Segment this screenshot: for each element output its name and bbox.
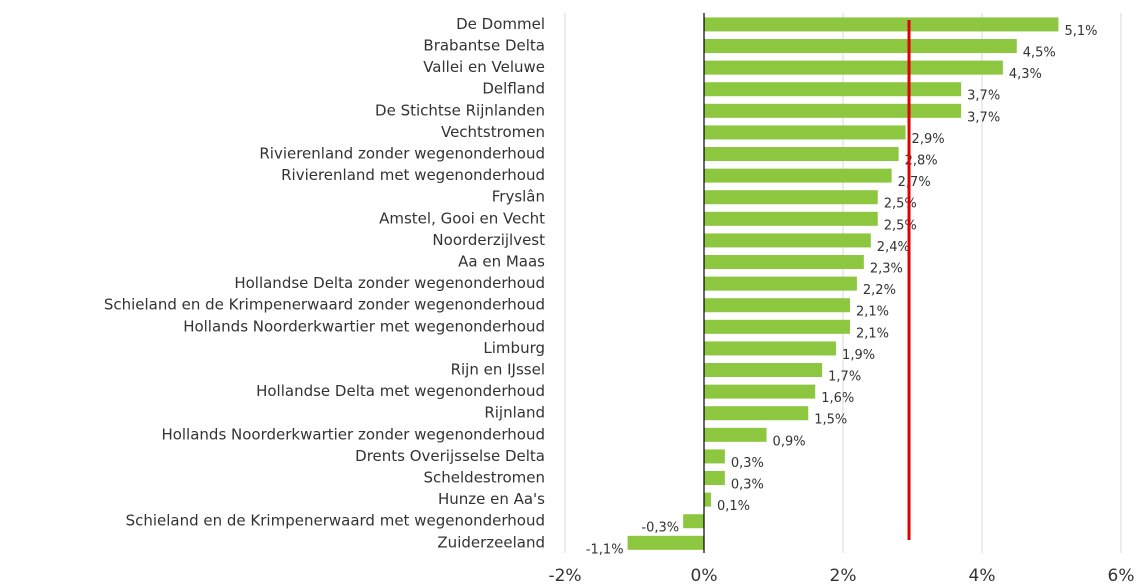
y-tick-label: Rijnland — [484, 404, 545, 422]
y-tick-label: Vallei en Veluwe — [423, 58, 545, 76]
bar — [704, 363, 823, 378]
bar — [704, 492, 711, 507]
bar — [704, 233, 871, 248]
y-tick-label: Hollands Noorderkwartier met wegenonderh… — [183, 317, 545, 335]
y-tick-label: Hunze en Aa's — [438, 490, 545, 508]
value-label: 2,7% — [898, 175, 931, 190]
y-tick-label: Fryslân — [492, 188, 545, 206]
y-tick-label: Hollands Noorderkwartier zonder wegenond… — [161, 425, 545, 443]
value-label: -0,3% — [641, 521, 679, 536]
value-label: 3,7% — [967, 89, 1000, 104]
bar — [704, 125, 906, 140]
y-tick-label: Noorderzijlvest — [432, 231, 545, 249]
value-label: 2,1% — [856, 305, 889, 320]
value-label: 1,7% — [828, 370, 861, 385]
bar — [704, 276, 857, 291]
value-label: 2,9% — [912, 132, 945, 147]
y-tick-label: Hollandse Delta zonder wegenonderhoud — [234, 274, 545, 292]
value-label: 2,4% — [877, 240, 910, 255]
y-tick-label: Limburg — [483, 339, 545, 357]
bar — [704, 406, 809, 421]
x-tick-label: 6% — [1108, 566, 1135, 585]
value-label: 1,9% — [842, 348, 875, 363]
value-label: -1,1% — [586, 542, 624, 557]
value-label: 0,9% — [773, 434, 806, 449]
value-label: 2,5% — [884, 218, 917, 233]
y-tick-label: Drents Overijsselse Delta — [355, 447, 545, 465]
bar — [627, 535, 704, 550]
y-tick-label: Delfland — [482, 80, 545, 98]
bar — [704, 298, 850, 313]
y-tick-label: Rivierenland met wegenonderhoud — [281, 166, 545, 184]
y-tick-label: Hollandse Delta met wegenonderhoud — [256, 382, 545, 400]
y-tick-label: De Dommel — [456, 15, 545, 33]
bar — [704, 60, 1003, 75]
x-tick-label: 4% — [969, 566, 996, 585]
value-label: 4,5% — [1023, 46, 1056, 61]
y-tick-label: Amstel, Gooi en Vecht — [379, 209, 545, 227]
y-tick-label: Schieland en de Krimpenerwaard met wegen… — [126, 512, 545, 530]
y-tick-label: Schieland en de Krimpenerwaard zonder we… — [104, 296, 545, 314]
value-label: 2,5% — [884, 197, 917, 212]
value-label: 2,8% — [905, 154, 938, 169]
bar — [704, 82, 962, 97]
y-tick-label: Aa en Maas — [458, 253, 545, 271]
value-label: 1,6% — [821, 391, 854, 406]
bar — [704, 255, 864, 270]
value-label: 5,1% — [1064, 24, 1097, 39]
y-tick-label: Scheldestromen — [424, 469, 545, 487]
x-tick-label: -2% — [548, 566, 581, 585]
value-label: 2,2% — [863, 283, 896, 298]
bar — [704, 103, 962, 118]
value-label: 0,3% — [731, 456, 764, 471]
y-tick-label: Rijn en IJssel — [451, 361, 545, 379]
value-label: 4,3% — [1009, 67, 1042, 82]
bar — [704, 211, 878, 226]
value-label: 0,3% — [731, 478, 764, 493]
bar — [704, 427, 767, 442]
x-tick-label: 2% — [830, 566, 857, 585]
value-label: 3,7% — [967, 110, 1000, 125]
y-tick-label: Zuiderzeeland — [437, 533, 545, 551]
y-tick-label: Vechtstromen — [441, 123, 545, 141]
bar — [704, 384, 816, 399]
bar — [704, 147, 899, 162]
bar — [704, 17, 1059, 32]
bar — [704, 168, 892, 183]
value-label: 0,1% — [717, 499, 750, 514]
y-tick-label: Rivierenland zonder wegenonderhoud — [259, 145, 545, 163]
value-label: 2,3% — [870, 262, 903, 277]
bar — [704, 190, 878, 205]
bar — [704, 319, 850, 334]
bar — [704, 449, 725, 464]
bar — [704, 471, 725, 486]
x-tick-label: 0% — [691, 566, 718, 585]
y-tick-label: De Stichtse Rijnlanden — [375, 101, 545, 119]
bar — [704, 341, 837, 356]
y-tick-label: Brabantse Delta — [423, 37, 545, 55]
value-label: 1,5% — [814, 413, 847, 428]
bar — [683, 514, 704, 529]
bar — [704, 39, 1017, 54]
value-label: 2,1% — [856, 326, 889, 341]
